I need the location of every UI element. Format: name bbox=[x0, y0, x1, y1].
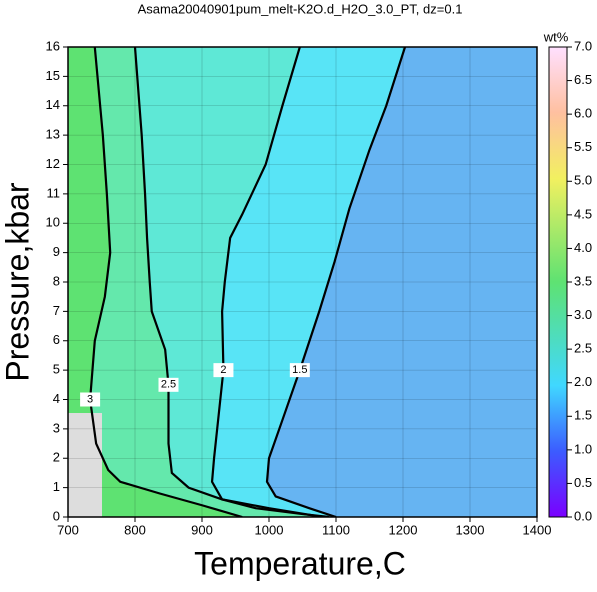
x-axis-label: Temperature,C bbox=[194, 545, 406, 581]
y-tick-label: 15 bbox=[46, 68, 60, 83]
colorbar-tick-label: 3.5 bbox=[574, 273, 592, 288]
y-tick-label: 11 bbox=[47, 185, 61, 200]
x-tick-label: 700 bbox=[57, 522, 79, 537]
x-tick-label: 1000 bbox=[255, 522, 284, 537]
y-tick-label: 9 bbox=[53, 244, 60, 259]
x-tick-label: 800 bbox=[124, 522, 146, 537]
colorbar-tick-label: 0.5 bbox=[574, 475, 592, 490]
contour-label-bg bbox=[289, 363, 310, 378]
y-tick-label: 10 bbox=[46, 215, 60, 230]
colorbar-tick-label: 1.0 bbox=[574, 441, 592, 456]
colorbar-tick-label: 5.5 bbox=[574, 139, 592, 154]
x-tick-label: 1100 bbox=[322, 522, 350, 537]
contour-line bbox=[133, 47, 323, 517]
colorbar bbox=[548, 46, 568, 518]
colorbar-tick-label: 6.5 bbox=[574, 72, 592, 87]
colorbar-tick-label: 0.0 bbox=[574, 508, 592, 523]
colorbar-tick-label: 6.0 bbox=[574, 106, 592, 121]
no-data-region bbox=[68, 413, 102, 517]
y-tick-label: 6 bbox=[53, 332, 60, 347]
colorbar-tick-label: 2.5 bbox=[574, 341, 592, 356]
x-tick-label: 1200 bbox=[389, 522, 418, 537]
colorbar-tick-label: 4.5 bbox=[574, 206, 592, 221]
contour-label-bg bbox=[213, 363, 234, 378]
contour-label: 3 bbox=[87, 393, 93, 405]
y-tick-label: 3 bbox=[53, 420, 60, 435]
plot-area: 1.5 2 2.5 3 bbox=[68, 47, 537, 517]
y-tick-label: 12 bbox=[46, 156, 60, 171]
contour-fill bbox=[68, 47, 323, 517]
y-tick-label: 16 bbox=[46, 38, 60, 53]
contour-label: 1.5 bbox=[292, 364, 307, 376]
contour-label: 2.5 bbox=[161, 379, 176, 391]
y-tick-label: 2 bbox=[53, 450, 60, 465]
colorbar-tick-label: 7.0 bbox=[574, 38, 592, 53]
x-tick-label: 900 bbox=[191, 522, 213, 537]
overlay: 700 800 900 1000 1100 1200 1300 140001234567891… bbox=[46, 38, 593, 537]
y-tick-label: 13 bbox=[46, 127, 60, 142]
y-tick-label: 0 bbox=[53, 508, 60, 523]
x-tick-label: 1400 bbox=[523, 522, 552, 537]
y-tick-label: 14 bbox=[46, 97, 60, 112]
y-axis-label: Pressure,kbar bbox=[0, 182, 35, 382]
colorbar-tick-label: 4.0 bbox=[574, 240, 592, 255]
y-tick-label: 8 bbox=[53, 273, 60, 288]
colorbar-tick-label: 3.0 bbox=[574, 307, 592, 322]
colorbar-tick-label: 5.0 bbox=[574, 173, 592, 188]
y-tick-label: 7 bbox=[53, 303, 60, 318]
contour-label: 2 bbox=[220, 364, 226, 376]
colorbar-label: wt% bbox=[543, 29, 569, 44]
contour-label-bg bbox=[158, 377, 179, 392]
y-tick-label: 5 bbox=[53, 362, 60, 377]
colorbar-tick-label: 2.0 bbox=[574, 374, 592, 389]
chart-title: Asama20040901pum_melt-K2O.d_H2O_3.0_PT, … bbox=[138, 1, 463, 16]
y-tick-label: 4 bbox=[53, 391, 60, 406]
y-tick-label: 1 bbox=[53, 479, 60, 494]
x-tick-label: 1300 bbox=[456, 522, 485, 537]
colorbar-tick-label: 1.5 bbox=[574, 408, 592, 423]
contour-label-bg bbox=[80, 392, 101, 407]
